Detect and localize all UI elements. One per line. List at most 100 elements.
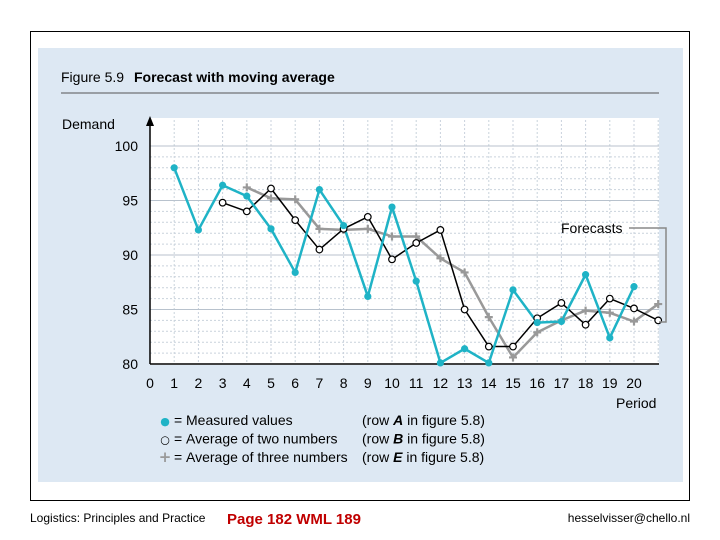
grid-lines: [150, 120, 659, 364]
data-point-average-three: [630, 317, 638, 326]
footer-book-title: Logistics: Principles and Practice: [30, 511, 206, 525]
data-point-measured: [219, 181, 227, 189]
x-tick-label: 1: [170, 375, 178, 391]
data-point-average-two: [291, 216, 300, 225]
legend-equals: =: [174, 412, 182, 428]
legend-label: Average of three numbers: [186, 449, 348, 465]
forecasts-annotation: Forecasts: [561, 220, 622, 236]
data-point-average-three: [581, 306, 590, 315]
x-tick-label: 16: [529, 375, 545, 391]
x-tick-label: 15: [505, 375, 521, 391]
data-point-measured: [291, 268, 299, 277]
series-line-filled-dot: [173, 167, 636, 365]
x-tick-label: 6: [291, 375, 299, 391]
data-point-average-two: [388, 255, 396, 264]
legend-marker: +: [159, 448, 172, 466]
data-point-average-two: [315, 245, 324, 254]
x-tick-label: 4: [243, 375, 251, 391]
data-point-average-two: [605, 294, 614, 303]
data-point-average-three: [363, 224, 372, 233]
data-point-measured: [485, 359, 493, 367]
data-point-measured: [388, 203, 396, 211]
data-point-measured: [533, 318, 541, 327]
data-point-measured: [412, 277, 420, 285]
footer-page-reference: Page 182 WML 189: [227, 511, 361, 528]
data-point-average-three: [242, 183, 251, 192]
x-tick-label: 17: [554, 375, 570, 391]
data-point-measured: [315, 186, 323, 194]
x-tick-label: 7: [316, 375, 324, 391]
data-point-measured: [170, 164, 178, 172]
x-tick-label: 18: [578, 375, 594, 391]
data-point-average-two: [412, 239, 421, 247]
legend-marker: ●: [160, 415, 170, 428]
data-point-measured: [509, 286, 517, 294]
data-point-average-two: [581, 320, 590, 329]
legend: ● = Measured values (row A in figure 5.8)○ =…: [159, 412, 485, 466]
data-point-average-two: [218, 198, 227, 207]
x-tick-label: 14: [481, 375, 497, 391]
legend-reference: (row A in figure 5.8): [362, 412, 485, 428]
data-point-average-two: [363, 212, 372, 221]
x-tick-label: 8: [340, 375, 348, 391]
data-point-average-two: [509, 342, 517, 351]
x-tick-label: 11: [409, 375, 424, 391]
series-line-plus: [246, 186, 659, 359]
data-point-measured: [340, 221, 348, 230]
y-axis-title: Demand: [62, 116, 115, 132]
data-point-measured: [243, 192, 251, 200]
data-point-measured: [364, 292, 372, 301]
x-tick-label: 9: [364, 375, 372, 391]
data-point-measured: [194, 226, 202, 234]
x-tick-label: 19: [602, 375, 618, 391]
legend-reference: (row E in figure 5.8): [362, 449, 484, 465]
data-point-average-two: [484, 342, 493, 351]
y-tick-label: 95: [122, 193, 138, 209]
footer-email: hesselvisser@chello.nl: [567, 511, 690, 525]
y-tick-label: 85: [122, 302, 138, 318]
data-point-average-three: [509, 353, 517, 362]
y-tick-label: 90: [122, 247, 138, 263]
data-point-average-three: [267, 194, 275, 203]
data-point-average-two: [460, 305, 469, 314]
figure-title: Forecast with moving average: [134, 69, 335, 85]
series-markers: [170, 164, 663, 367]
legend-label: Average of two numbers: [186, 431, 338, 447]
data-point-measured: [582, 271, 590, 279]
legend-equals: =: [174, 431, 182, 447]
data-point-average-three: [484, 313, 493, 322]
legend-marker: ○: [160, 434, 170, 447]
data-point-average-two: [267, 184, 275, 193]
x-tick-label: 5: [267, 375, 275, 391]
data-point-measured: [267, 225, 275, 233]
data-point-average-two: [242, 207, 251, 216]
data-point-average-three: [605, 308, 614, 317]
data-point-average-three: [315, 224, 324, 233]
data-point-measured: [461, 345, 469, 353]
legend-reference: (row B in figure 5.8): [362, 431, 485, 447]
data-point-average-three: [436, 254, 445, 263]
x-tick-labels: 0 1 2 3 4 5 6 7 8 9 10 11 12 13 14 15 16 17 18 19 20: [146, 375, 642, 391]
legend-label: Measured values: [186, 412, 293, 428]
slide-frame: [30, 31, 690, 501]
x-tick-label: 12: [433, 375, 449, 391]
data-point-average-three: [291, 195, 300, 204]
data-point-measured: [606, 334, 614, 342]
legend-equals: =: [174, 449, 182, 465]
data-point-average-three: [460, 268, 469, 277]
data-point-measured: [630, 283, 638, 291]
x-tick-label: 0: [146, 375, 154, 391]
x-tick-label: 10: [384, 375, 400, 391]
data-point-average-two: [557, 299, 566, 307]
y-tick-label: 80: [122, 356, 138, 372]
x-tick-label: 3: [219, 375, 227, 391]
data-point-measured: [557, 317, 566, 326]
x-tick-label: 2: [195, 375, 203, 391]
x-axis-title: Period: [616, 395, 656, 411]
data-point-average-two: [436, 226, 445, 234]
forecasts-bracket: [629, 227, 667, 323]
x-tick-label: 20: [626, 375, 642, 391]
y-tick-label: 100: [115, 138, 139, 154]
y-tick-labels: 80 85 90 95 100: [115, 138, 139, 372]
